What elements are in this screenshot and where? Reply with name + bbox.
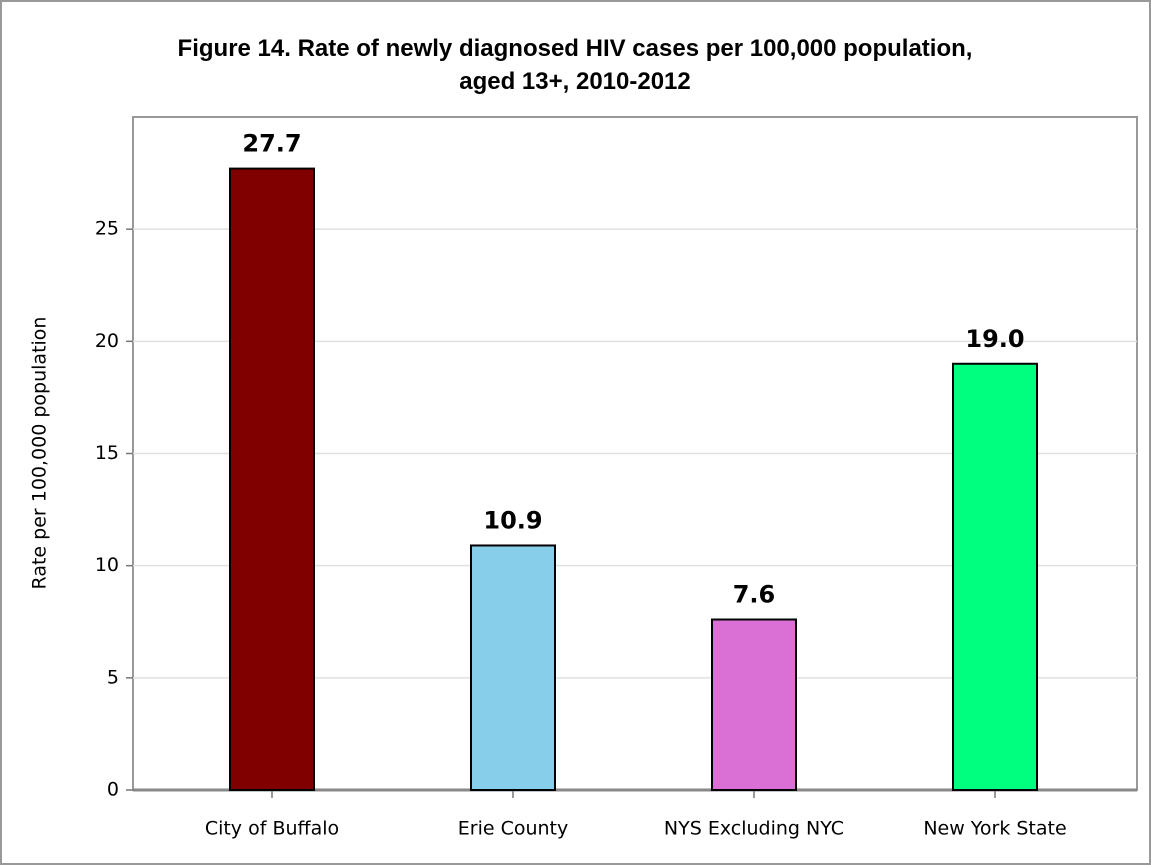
x-tick-label: New York State xyxy=(923,818,1066,840)
bar xyxy=(711,618,797,791)
value-label: 19.0 xyxy=(965,325,1024,353)
x-tick-label: City of Buffalo xyxy=(205,818,339,840)
y-tick-label: 15 xyxy=(95,442,119,464)
y-tick-label: 10 xyxy=(95,554,119,576)
y-tick-label: 25 xyxy=(95,218,119,240)
y-tick-label: 0 xyxy=(107,779,119,801)
value-label: 7.6 xyxy=(733,581,776,609)
value-label: 10.9 xyxy=(483,506,542,534)
value-label: 27.7 xyxy=(242,130,301,158)
bar xyxy=(952,362,1038,791)
x-tick-label: Erie County xyxy=(458,818,569,840)
x-tick-label: NYS Excluding NYC xyxy=(664,818,844,840)
y-tick-label: 20 xyxy=(95,330,119,352)
y-tick-label: 5 xyxy=(107,666,119,688)
bar xyxy=(229,167,315,791)
bar xyxy=(470,544,556,792)
y-axis-label: Rate per 100,000 population xyxy=(29,317,51,590)
chart-title: Figure 14. Rate of newly diagnosed HIV c… xyxy=(177,35,973,95)
